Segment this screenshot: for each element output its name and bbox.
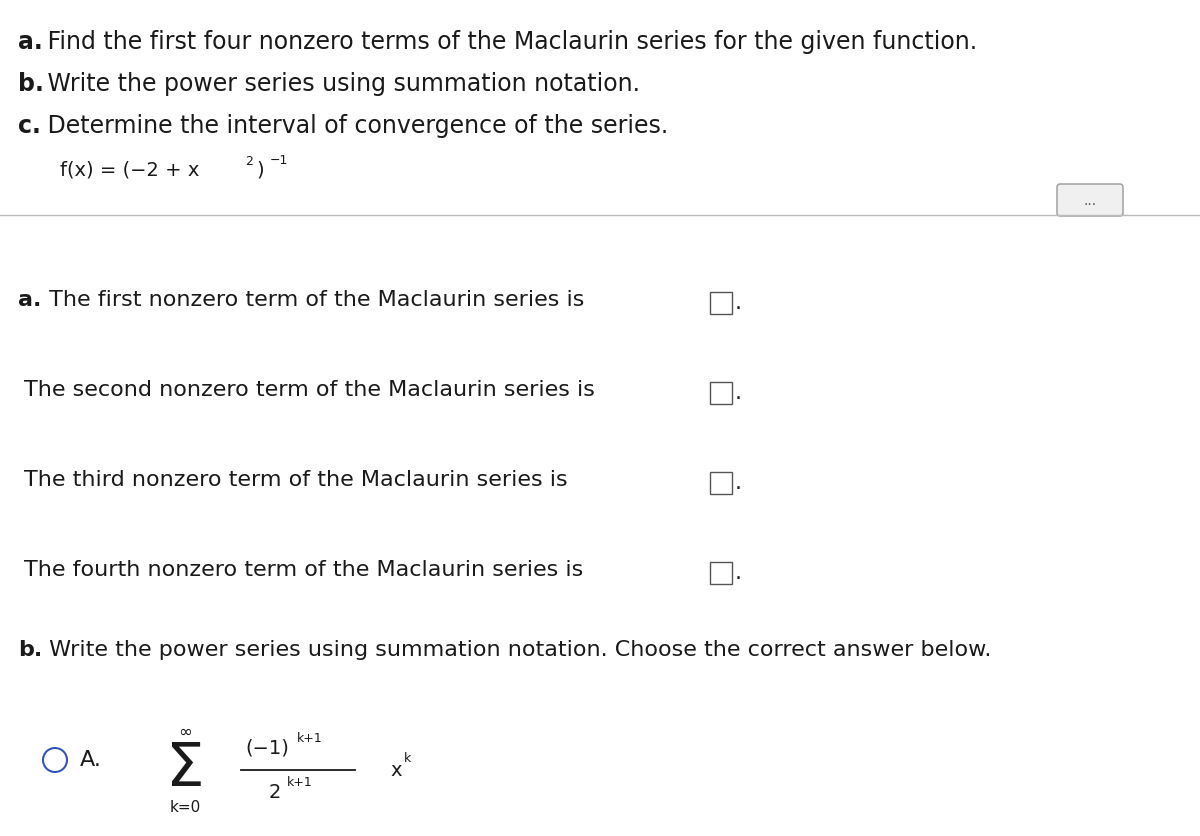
- Text: .: .: [734, 293, 742, 313]
- Text: Determine the interval of convergence of the series.: Determine the interval of convergence of…: [40, 114, 668, 138]
- Text: 2: 2: [245, 155, 253, 168]
- Bar: [710, 292, 732, 314]
- Text: k+1: k+1: [287, 777, 313, 789]
- Text: Σ: Σ: [166, 741, 204, 799]
- Text: ...: ...: [1084, 194, 1097, 208]
- Text: The fourth nonzero term of the Maclaurin series is: The fourth nonzero term of the Maclaurin…: [24, 560, 583, 580]
- Text: x: x: [390, 761, 402, 779]
- Text: ): ): [256, 160, 264, 179]
- Text: a.: a.: [18, 290, 41, 310]
- Text: k+1: k+1: [298, 732, 323, 745]
- Bar: [710, 382, 732, 404]
- Text: Find the first four nonzero terms of the Maclaurin series for the given function: Find the first four nonzero terms of the…: [40, 30, 977, 54]
- Text: k=0: k=0: [169, 801, 200, 815]
- Text: b.: b.: [18, 640, 42, 660]
- Text: Write the power series using summation notation. Choose the correct answer below: Write the power series using summation n…: [42, 640, 991, 660]
- Bar: [710, 472, 732, 494]
- Text: The second nonzero term of the Maclaurin series is: The second nonzero term of the Maclaurin…: [24, 380, 595, 400]
- Text: a.: a.: [18, 30, 43, 54]
- Circle shape: [43, 748, 67, 772]
- Text: −1: −1: [270, 154, 288, 167]
- Text: .: .: [734, 473, 742, 493]
- Text: (−1): (−1): [245, 738, 289, 757]
- Text: k: k: [404, 752, 412, 764]
- Text: c.: c.: [18, 114, 41, 138]
- Text: ∞: ∞: [178, 723, 192, 741]
- Text: 2: 2: [269, 782, 281, 802]
- Text: .: .: [734, 383, 742, 403]
- Text: The first nonzero term of the Maclaurin series is: The first nonzero term of the Maclaurin …: [42, 290, 584, 310]
- Text: A.: A.: [80, 750, 102, 770]
- FancyBboxPatch shape: [1057, 184, 1123, 216]
- Bar: [710, 562, 732, 584]
- Text: Write the power series using summation notation.: Write the power series using summation n…: [40, 72, 640, 96]
- Text: .: .: [734, 563, 742, 583]
- Text: b.: b.: [18, 72, 44, 96]
- Text: The third nonzero term of the Maclaurin series is: The third nonzero term of the Maclaurin …: [24, 470, 568, 490]
- Text: f(x) = (−2 + x: f(x) = (−2 + x: [60, 160, 199, 179]
